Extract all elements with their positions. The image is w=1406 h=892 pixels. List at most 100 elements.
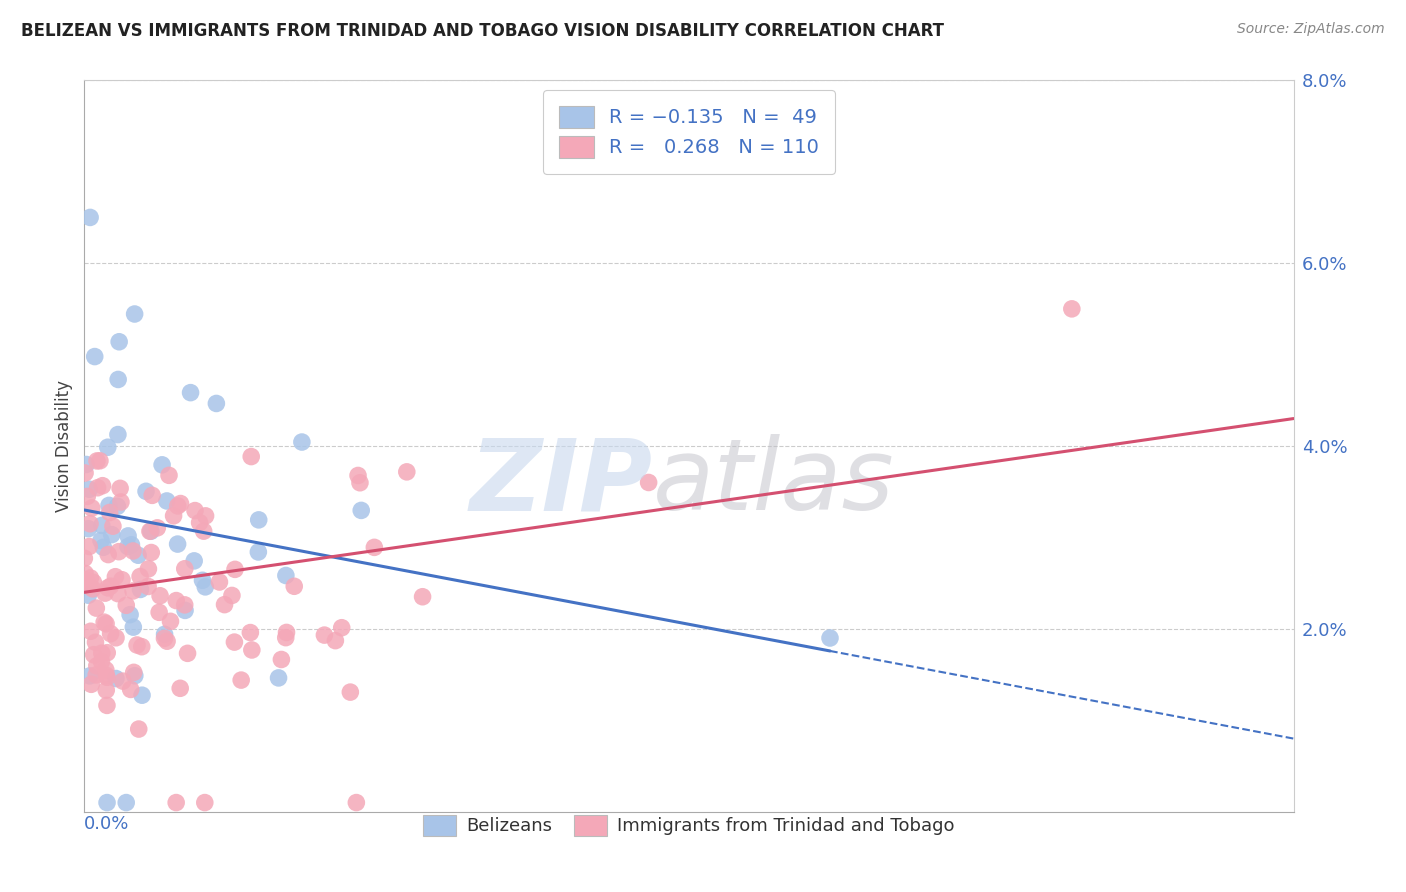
- Point: [136, 579, 159, 593]
- Point: [100, 626, 122, 640]
- Point: [122, 544, 145, 558]
- Point: [208, 574, 231, 589]
- Point: [93, 541, 115, 555]
- Point: [80, 624, 103, 639]
- Point: [180, 385, 202, 400]
- Point: [108, 334, 131, 349]
- Point: [239, 625, 262, 640]
- Point: [395, 465, 418, 479]
- Point: [83, 350, 105, 364]
- Point: [96, 796, 118, 810]
- Point: [349, 475, 371, 490]
- Point: [637, 475, 659, 490]
- Point: [73, 574, 96, 589]
- Point: [90, 655, 112, 669]
- Point: [120, 538, 142, 552]
- Point: [76, 574, 98, 589]
- Point: [111, 674, 134, 689]
- Point: [83, 648, 105, 662]
- Point: [347, 468, 370, 483]
- Point: [344, 796, 367, 810]
- Point: [1060, 301, 1083, 316]
- Point: [124, 669, 146, 683]
- Point: [110, 495, 132, 509]
- Point: [111, 573, 134, 587]
- Point: [221, 589, 243, 603]
- Point: [247, 513, 270, 527]
- Point: [291, 435, 314, 450]
- Point: [75, 566, 97, 581]
- Point: [77, 540, 100, 554]
- Point: [101, 519, 124, 533]
- Point: [96, 646, 118, 660]
- Point: [240, 643, 263, 657]
- Point: [224, 562, 246, 576]
- Point: [188, 516, 211, 530]
- Point: [96, 668, 118, 682]
- Point: [129, 569, 152, 583]
- Point: [176, 646, 198, 660]
- Point: [82, 582, 104, 596]
- Point: [412, 590, 434, 604]
- Point: [174, 603, 197, 617]
- Point: [93, 615, 115, 629]
- Point: [107, 587, 129, 601]
- Point: [108, 481, 131, 495]
- Point: [94, 616, 117, 631]
- Point: [146, 521, 169, 535]
- Legend: Belizeans, Immigrants from Trinidad and Tobago: Belizeans, Immigrants from Trinidad and …: [416, 807, 962, 843]
- Point: [84, 668, 107, 682]
- Point: [97, 548, 120, 562]
- Point: [129, 582, 152, 597]
- Point: [205, 396, 228, 410]
- Point: [97, 581, 120, 595]
- Point: [283, 579, 305, 593]
- Point: [363, 541, 385, 555]
- Point: [86, 454, 108, 468]
- Point: [107, 500, 129, 514]
- Point: [104, 631, 127, 645]
- Point: [86, 481, 108, 495]
- Point: [194, 796, 217, 810]
- Point: [169, 497, 191, 511]
- Point: [79, 669, 101, 683]
- Point: [330, 621, 353, 635]
- Point: [138, 562, 160, 576]
- Text: 0.0%: 0.0%: [84, 815, 129, 833]
- Text: atlas: atlas: [652, 434, 894, 531]
- Text: BELIZEAN VS IMMIGRANTS FROM TRINIDAD AND TOBAGO VISION DISABILITY CORRELATION CH: BELIZEAN VS IMMIGRANTS FROM TRINIDAD AND…: [21, 22, 943, 40]
- Point: [104, 672, 127, 686]
- Point: [75, 458, 97, 472]
- Point: [94, 663, 117, 677]
- Point: [125, 638, 148, 652]
- Point: [139, 524, 162, 539]
- Point: [184, 503, 207, 517]
- Point: [76, 490, 98, 504]
- Point: [100, 527, 122, 541]
- Point: [79, 571, 101, 585]
- Point: [80, 501, 103, 516]
- Point: [104, 570, 127, 584]
- Point: [156, 494, 179, 508]
- Text: Source: ZipAtlas.com: Source: ZipAtlas.com: [1237, 22, 1385, 37]
- Point: [131, 688, 153, 702]
- Point: [84, 635, 107, 649]
- Point: [96, 670, 118, 684]
- Point: [173, 562, 195, 576]
- Y-axis label: Vision Disability: Vision Disability: [55, 380, 73, 512]
- Point: [79, 580, 101, 594]
- Point: [90, 533, 112, 548]
- Point: [214, 598, 236, 612]
- Point: [98, 506, 121, 520]
- Point: [274, 568, 297, 582]
- Point: [247, 545, 270, 559]
- Point: [183, 554, 205, 568]
- Point: [73, 551, 96, 566]
- Point: [77, 522, 100, 536]
- Point: [75, 466, 97, 480]
- Point: [98, 499, 121, 513]
- Point: [148, 605, 170, 619]
- Point: [270, 652, 292, 666]
- Point: [122, 620, 145, 634]
- Point: [135, 484, 157, 499]
